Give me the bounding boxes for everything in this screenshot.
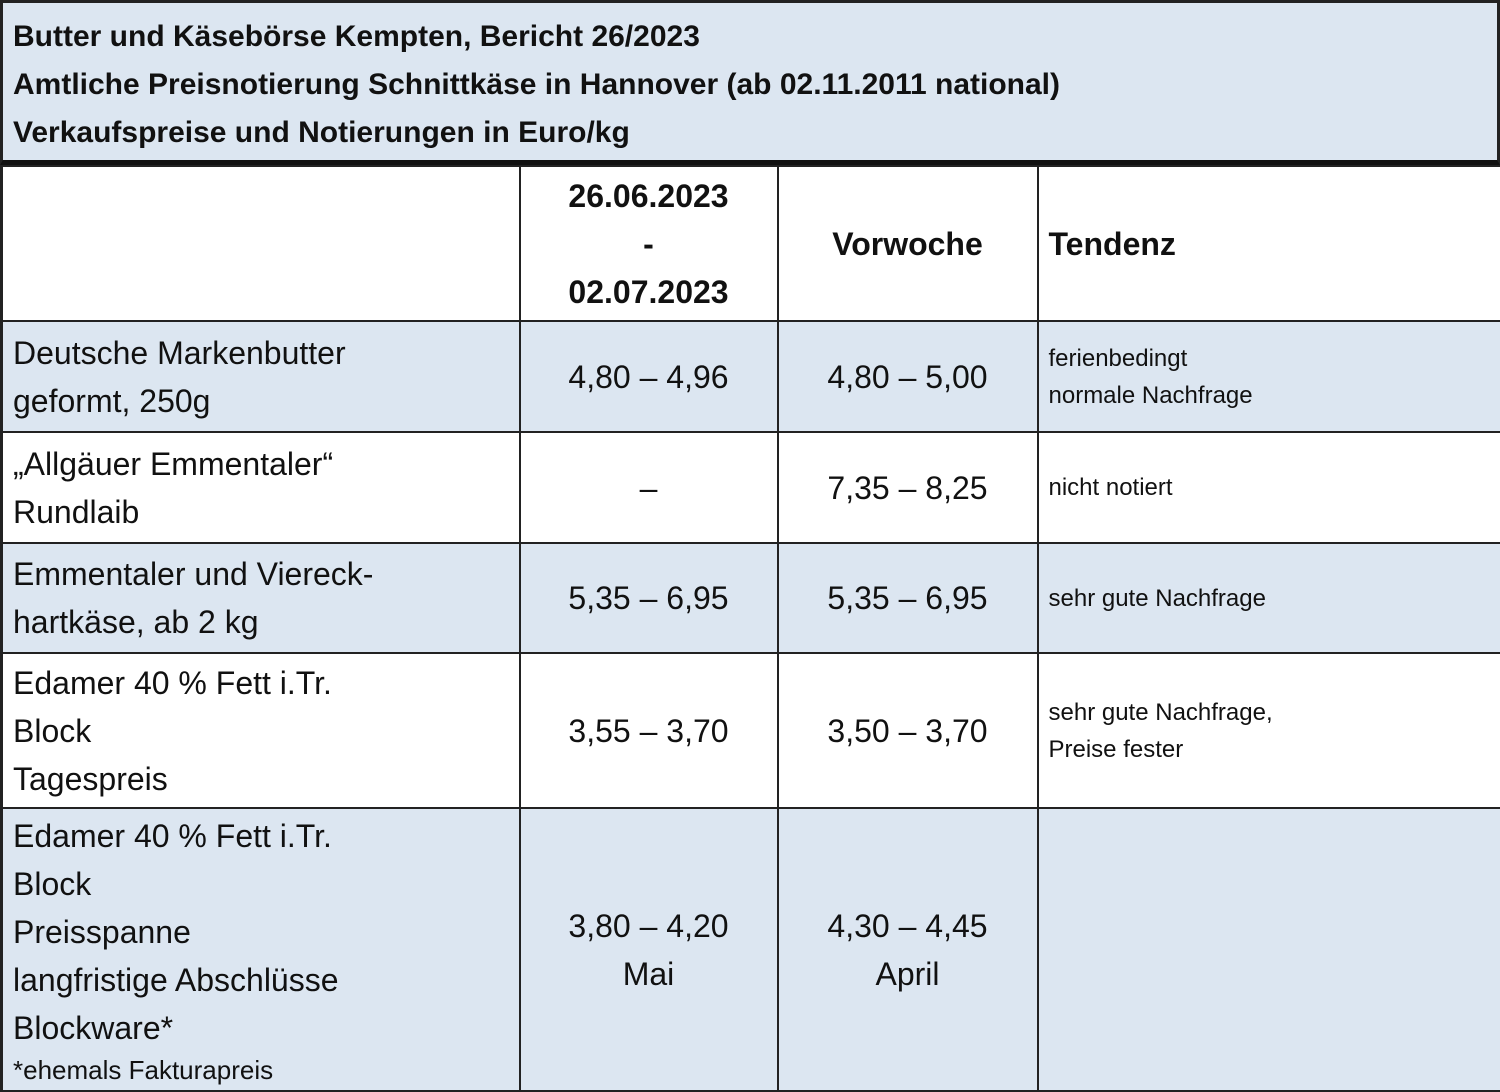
period-separator: -	[521, 220, 777, 268]
trend-line: ferienbedingt	[1049, 340, 1491, 377]
product-line: Emmentaler und Viereck-	[13, 550, 509, 598]
trend-cell	[1038, 808, 1500, 1091]
product-line: „Allgäuer Emmentaler“	[13, 440, 509, 488]
report-title: Butter und Käsebörse Kempten, Bericht 26…	[3, 13, 1497, 61]
product-line: Blockware*	[13, 1004, 509, 1052]
table-header-row: 26.06.2023 - 02.07.2023 Vorwoche Tendenz	[2, 166, 1500, 321]
current-price: 5,35 – 6,95	[520, 543, 778, 653]
report-unit-note: Verkaufspreise und Notierungen in Euro/k…	[3, 109, 1497, 157]
report-title-box: Butter und Käsebörse Kempten, Bericht 26…	[0, 0, 1500, 165]
product-cell: „Allgäuer Emmentaler“Rundlaib	[2, 432, 520, 543]
current-price: 3,55 – 3,70	[520, 653, 778, 808]
product-line: Edamer 40 % Fett i.Tr.	[13, 659, 509, 707]
period-start: 26.06.2023	[521, 172, 777, 220]
product-cell: Emmentaler und Viereck-hartkäse, ab 2 kg	[2, 543, 520, 653]
previous-price: 3,50 – 3,70	[778, 653, 1038, 808]
product-line: hartkäse, ab 2 kg	[13, 598, 509, 646]
product-line: Edamer 40 % Fett i.Tr.	[13, 812, 509, 860]
product-line: geformt, 250g	[13, 377, 509, 425]
previous-price: 5,35 – 6,95	[778, 543, 1038, 653]
product-line: Block	[13, 860, 509, 908]
product-line: langfristige Abschlüsse	[13, 956, 509, 1004]
trend-cell: nicht notiert	[1038, 432, 1500, 543]
product-line: Block	[13, 707, 509, 755]
report-subtitle: Amtliche Preisnotierung Schnittkäse in H…	[3, 61, 1497, 109]
trend-line: sehr gute Nachfrage,	[1049, 694, 1491, 731]
header-previous-week: Vorwoche	[778, 166, 1038, 321]
price-range: 3,80 – 4,20	[521, 902, 777, 950]
trend-line: sehr gute Nachfrage	[1049, 580, 1491, 617]
product-line: Tagespreis	[13, 755, 509, 803]
table-row: Edamer 40 % Fett i.Tr. Block Preisspanne…	[2, 808, 1500, 1091]
table-row: „Allgäuer Emmentaler“Rundlaib – 7,35 – 8…	[2, 432, 1500, 543]
price-table: 26.06.2023 - 02.07.2023 Vorwoche Tendenz…	[0, 165, 1500, 1092]
trend-line: normale Nachfrage	[1049, 377, 1491, 414]
previous-price: 7,35 – 8,25	[778, 432, 1038, 543]
table-row: Emmentaler und Viereck-hartkäse, ab 2 kg…	[2, 543, 1500, 653]
current-price: –	[520, 432, 778, 543]
header-trend: Tendenz	[1038, 166, 1500, 321]
current-price: 4,80 – 4,96	[520, 321, 778, 432]
price-range: 4,30 – 4,45	[779, 902, 1037, 950]
product-line: Rundlaib	[13, 488, 509, 536]
trend-line: Preise fester	[1049, 731, 1491, 768]
trend-line: nicht notiert	[1049, 469, 1491, 506]
trend-cell: sehr gute Nachfrage,Preise fester	[1038, 653, 1500, 808]
price-month: Mai	[521, 950, 777, 998]
period-end: 02.07.2023	[521, 268, 777, 316]
header-current-period: 26.06.2023 - 02.07.2023	[520, 166, 778, 321]
trend-cell: sehr gute Nachfrage	[1038, 543, 1500, 653]
header-empty-cell	[2, 166, 520, 321]
product-line: Preisspanne	[13, 908, 509, 956]
product-line: Deutsche Markenbutter	[13, 329, 509, 377]
price-month: April	[779, 950, 1037, 998]
product-cell: Edamer 40 % Fett i.Tr. Block Preisspanne…	[2, 808, 520, 1091]
footnote: *ehemals Fakturapreis	[13, 1052, 509, 1088]
previous-price: 4,80 – 5,00	[778, 321, 1038, 432]
